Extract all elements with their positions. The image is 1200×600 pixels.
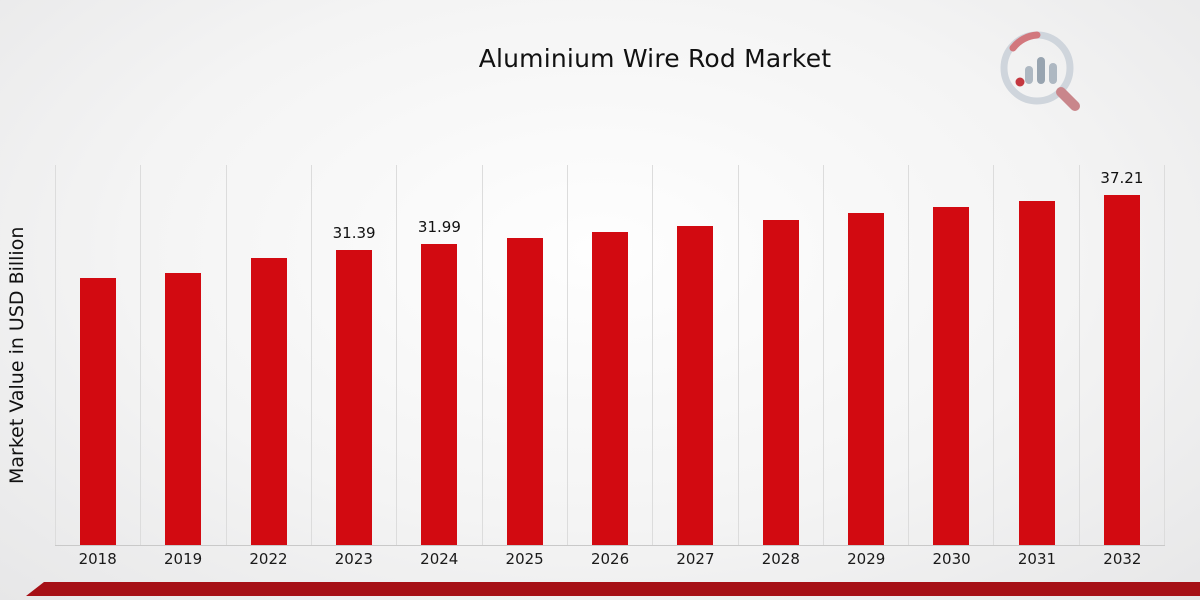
y-axis-label: Market Value in USD Billion bbox=[6, 226, 28, 484]
bar-2031 bbox=[1018, 201, 1055, 545]
bar-cell bbox=[140, 165, 225, 545]
x-tick-2019: 2019 bbox=[163, 550, 203, 568]
bar-2025 bbox=[506, 238, 543, 545]
bar-2023 bbox=[336, 250, 373, 545]
bar-2032 bbox=[1103, 195, 1140, 545]
x-tick-2018: 2018 bbox=[78, 550, 117, 568]
bar-cell bbox=[566, 165, 652, 545]
x-tick-2026: 2026 bbox=[590, 550, 630, 568]
bar-cell: 37.21 bbox=[1078, 165, 1166, 545]
bar-2022 bbox=[250, 258, 287, 545]
bar-2030 bbox=[933, 207, 970, 545]
brand-logo-icon bbox=[992, 26, 1088, 116]
bar-cell: 31.99 bbox=[396, 165, 481, 545]
bar-value-label: 31.99 bbox=[417, 218, 461, 236]
x-tick-2028: 2028 bbox=[761, 550, 800, 568]
chart-title: Aluminium Wire Rod Market bbox=[478, 44, 832, 73]
bar-2018 bbox=[80, 278, 117, 545]
bar-cell bbox=[908, 165, 993, 545]
bar-cell: 31.39 bbox=[310, 165, 396, 545]
x-tick-2025: 2025 bbox=[505, 550, 544, 568]
bar-2028 bbox=[762, 220, 799, 545]
footer-accent-band bbox=[26, 582, 1200, 596]
x-tick-2024: 2024 bbox=[420, 550, 459, 568]
x-tick-2031: 2031 bbox=[1017, 550, 1057, 568]
bar-cell bbox=[737, 165, 823, 545]
bar-value-label: 31.39 bbox=[332, 224, 376, 242]
bar-2027 bbox=[677, 226, 714, 545]
plot-area: 31.39 31.99 37.21 bbox=[55, 165, 1166, 546]
bar-cell bbox=[822, 165, 908, 545]
bar-2019 bbox=[165, 273, 202, 545]
x-tick-2029: 2029 bbox=[847, 550, 886, 568]
x-axis-tick-labels: 2018 2019 2022 2023 2024 2025 2026 2027 2028 2029… bbox=[55, 550, 1165, 574]
bar-2026 bbox=[592, 232, 629, 545]
bar-value-label: 37.21 bbox=[1100, 169, 1144, 187]
bar-cell bbox=[993, 165, 1078, 545]
bar-cell bbox=[652, 165, 737, 545]
bar-cell bbox=[481, 165, 567, 545]
bar-2024 bbox=[421, 244, 458, 545]
bar-cell bbox=[55, 165, 140, 545]
x-tick-2023: 2023 bbox=[334, 550, 373, 568]
x-tick-2027: 2027 bbox=[676, 550, 715, 568]
x-tick-2030: 2030 bbox=[932, 550, 971, 568]
x-tick-2032: 2032 bbox=[1103, 550, 1142, 568]
bar-cell bbox=[225, 165, 311, 545]
x-tick-2022: 2022 bbox=[249, 550, 288, 568]
bar-2029 bbox=[847, 213, 884, 545]
